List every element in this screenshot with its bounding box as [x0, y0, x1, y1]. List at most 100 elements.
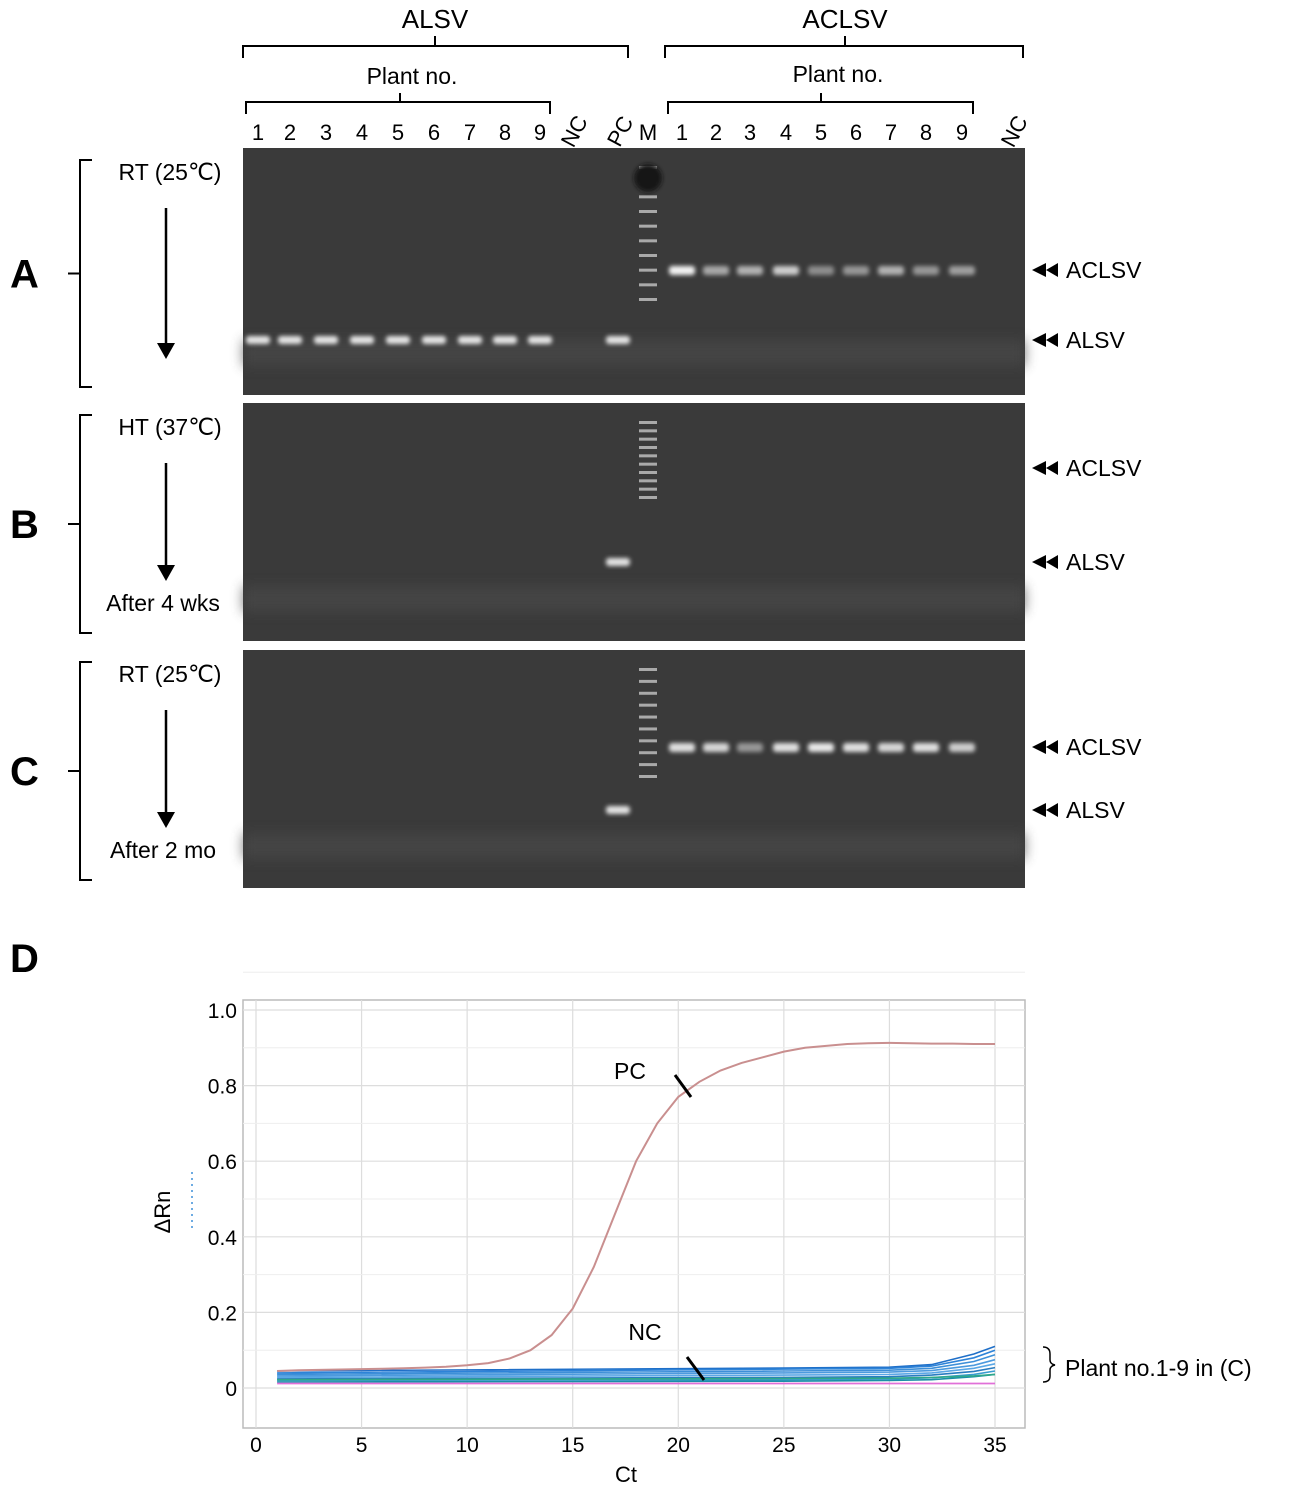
lane-label: 4 [780, 120, 792, 145]
alsv-band [350, 336, 374, 344]
band-marker-label: ACLSV [1066, 734, 1142, 760]
aclsv-band [878, 743, 904, 752]
alsv-group-label: ALSV [402, 4, 469, 34]
gel-smear [243, 340, 1025, 366]
sample-curve [277, 1366, 996, 1380]
ladder-band [639, 763, 657, 767]
aclsv-band [878, 266, 904, 275]
aclsv-band [737, 743, 763, 752]
aclsv-band [703, 266, 729, 275]
chart-series [277, 1041, 996, 1385]
ladder-band [639, 715, 657, 719]
x-tick-label: 15 [561, 1434, 584, 1457]
lane-label: 9 [534, 120, 546, 145]
aclsv-band [843, 743, 869, 752]
ladder-band [639, 739, 657, 743]
lane-label: 5 [815, 120, 827, 145]
alsv-band [606, 806, 630, 814]
lane-label: 7 [885, 120, 897, 145]
ladder-band [639, 751, 657, 755]
ladder-well-glow [634, 164, 662, 192]
lane-label: 1 [676, 120, 688, 145]
band-marker-arrow [1032, 461, 1058, 475]
lane-label: NC [996, 111, 1033, 151]
panel-brace [68, 159, 92, 388]
y-tick-labels: 0 0.2 0.4 0.6 0.8 1.0 [208, 1000, 238, 1401]
y-tick-label: 0 [225, 1378, 237, 1401]
band-marker-label: ACLSV [1066, 455, 1142, 481]
ladder-band [639, 210, 657, 213]
chart-grid [243, 971, 1025, 1428]
chart-panel: D 0 5 10 15 20 25 30 35 0 0.2 0.4 0.6 0.8 1.0 Ct ΔRn… [10, 937, 1252, 1487]
ladder-band [639, 479, 657, 483]
ladder-band [639, 727, 657, 731]
alsv-band [493, 336, 517, 344]
x-tick-label: 35 [983, 1434, 1006, 1457]
y-axis-label: ΔRn [150, 1191, 175, 1234]
aclsv-band [773, 266, 799, 275]
lane-label: 3 [744, 120, 756, 145]
gel-smear [243, 586, 1025, 612]
ladder-band [639, 239, 657, 243]
alsv-band [246, 336, 270, 344]
alsv-band [278, 336, 302, 344]
band-marker-label: ACLSV [1066, 257, 1142, 283]
alsv-band [606, 336, 630, 344]
y-tick-label: 0.6 [208, 1151, 237, 1174]
plants-annotation-brace [1042, 1346, 1056, 1383]
band-marker-label: ALSV [1066, 797, 1125, 823]
ladder-band [639, 195, 657, 199]
alsv-band [314, 336, 338, 344]
lane-label: NC [556, 111, 593, 151]
panel-letter-d: D [10, 937, 39, 981]
aclsv-band [737, 266, 763, 275]
lane-label: M [639, 120, 657, 145]
gel-smear [243, 833, 1025, 859]
aclsv-group-label: ACLSV [802, 4, 888, 34]
band-marker-label: ALSV [1066, 327, 1125, 353]
ladder-band [639, 679, 657, 683]
aclsv-band [949, 743, 975, 752]
ladder-band [639, 487, 657, 491]
aclsv-plant-no-label: Plant no. [793, 61, 884, 87]
condition-label: RT (25℃) [119, 159, 222, 185]
alsv-group-bracket [242, 36, 629, 58]
nc-annotation: NC [628, 1319, 661, 1345]
aclsv-group-bracket [664, 36, 1024, 58]
condition-label: RT (25℃) [119, 661, 222, 687]
alsv-band [458, 336, 482, 344]
aclsv-band [843, 266, 869, 275]
aclsv-band [703, 743, 729, 752]
x-tick-label: 0 [250, 1434, 262, 1457]
ladder-band [639, 462, 657, 466]
aclsv-band [913, 266, 939, 275]
lane-label: 1 [252, 120, 264, 145]
aclsv-band [773, 743, 799, 752]
lane-label: 7 [464, 120, 476, 145]
y-tick-label: 0.2 [208, 1302, 237, 1325]
lane-label: 5 [392, 120, 404, 145]
ladder-band [639, 268, 657, 272]
nc-annotation-line [685, 1356, 706, 1381]
band-marker-arrow [1032, 263, 1058, 277]
ladder-band [639, 437, 657, 441]
panel-brace [68, 661, 92, 881]
x-tick-label: 20 [667, 1434, 690, 1457]
ladder-band [639, 429, 657, 433]
time-arrow-head [157, 343, 175, 359]
alsv-band [386, 336, 410, 344]
band-marker-arrow [1032, 740, 1058, 754]
lane-label: 8 [920, 120, 932, 145]
alsv-plant-no-label: Plant no. [367, 63, 458, 89]
lane-label: PC [602, 112, 638, 151]
ladder-band [639, 421, 657, 424]
x-tick-label: 5 [356, 1434, 368, 1457]
lane-label: 4 [356, 120, 368, 145]
aclsv-plant-bracket [667, 93, 974, 114]
ladder-band [639, 471, 657, 474]
aclsv-band [949, 266, 975, 275]
lane-label: 6 [428, 120, 440, 145]
aclsv-band [808, 743, 834, 752]
